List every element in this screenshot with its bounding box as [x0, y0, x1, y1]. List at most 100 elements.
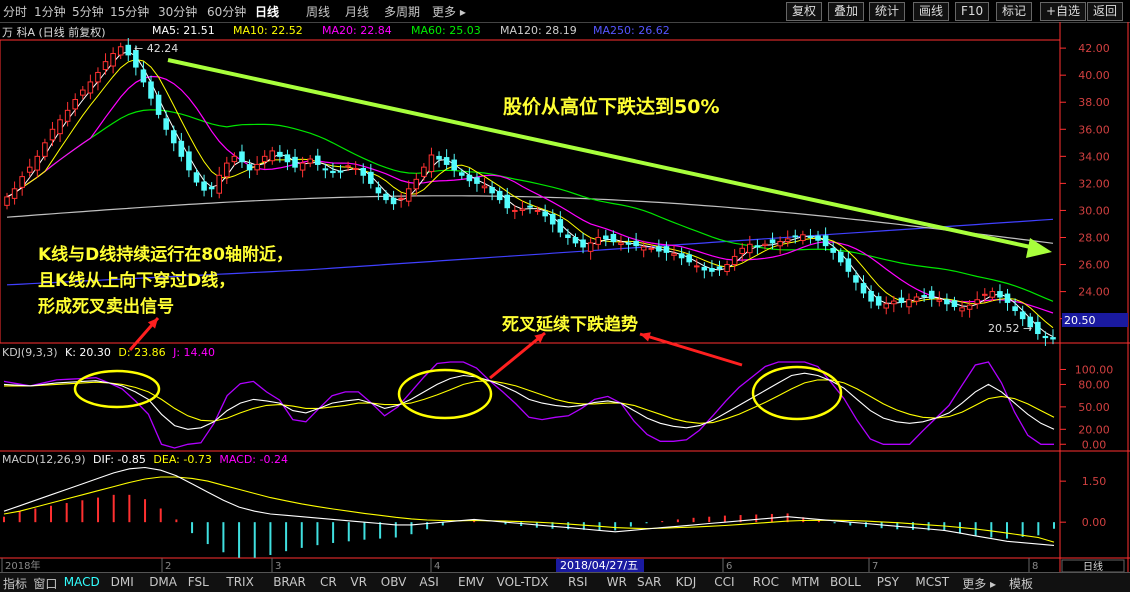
candle-body-45 — [345, 165, 351, 168]
period-tab-6[interactable]: 日线 — [255, 5, 280, 19]
indicator-tab-11[interactable]: ASI — [419, 575, 439, 589]
kdj-tick-label-0: 100.00 — [1075, 363, 1114, 376]
candle-body-58 — [443, 157, 450, 165]
candle-body-138 — [1050, 337, 1056, 340]
indicator-tab-15[interactable]: WR — [606, 575, 627, 589]
indicator-tab-9[interactable]: VR — [350, 575, 367, 589]
candle-body-3 — [26, 166, 33, 173]
date-cursor-box — [556, 559, 644, 572]
month-label-1: 2 — [165, 561, 171, 572]
toolbar-button-6[interactable]: +自选 — [1040, 2, 1087, 21]
candle-body-65 — [496, 190, 503, 201]
candle-body-46 — [352, 168, 359, 171]
ma250-value: MA250: 26.62 — [593, 24, 670, 37]
candle-body-127 — [966, 304, 973, 310]
indicator-tab-0[interactable]: 指标 — [3, 577, 28, 591]
indicator-tab-20[interactable]: MTM — [791, 575, 820, 589]
current-price-label: 20.50 — [1064, 314, 1096, 327]
indicator-tab-8[interactable]: CR — [320, 575, 337, 589]
candle-body-60 — [459, 172, 465, 176]
indicator-tab-7[interactable]: BRAR — [273, 575, 306, 589]
toolbar-button-5[interactable]: 标记 — [996, 2, 1033, 21]
macd-dif-line — [3, 466, 1055, 546]
indicator-tab-10[interactable]: OBV — [380, 575, 407, 589]
candle-body-5 — [42, 142, 48, 157]
toolbar-button-2[interactable]: 统计 — [869, 2, 906, 21]
period-tab-5[interactable]: 60分钟 — [207, 5, 247, 19]
candle-body-134 — [1019, 311, 1026, 320]
candle-body-80 — [610, 233, 617, 243]
kdj-tick-label-1: 80.00 — [1078, 378, 1110, 391]
indicator-tab-24[interactable]: 更多 ▸ — [962, 577, 997, 591]
indicator-tab-6[interactable]: TRIX — [226, 575, 254, 589]
candle-body-112 — [853, 275, 859, 283]
candle-body-0 — [4, 196, 10, 206]
period-tab-8[interactable]: 月线 — [345, 5, 370, 19]
candle-body-78 — [595, 236, 601, 245]
indicator-tab-22[interactable]: PSY — [876, 575, 899, 589]
candle-body-94 — [716, 266, 723, 270]
month-label-0: 2018年 — [5, 559, 40, 572]
period-tab-2[interactable]: 5分钟 — [72, 5, 104, 19]
indicator-tab-21[interactable]: BOLL — [830, 575, 861, 589]
candle-body-4 — [34, 155, 41, 171]
price-tick-label-3: 36.00 — [1078, 123, 1110, 136]
candle-body-22 — [170, 130, 177, 144]
candle-body-116 — [883, 303, 890, 309]
indicator-tab-12[interactable]: EMV — [458, 575, 485, 589]
candle-body-20 — [155, 94, 162, 115]
annotation-drop: 股价从高位下跌达到50% — [503, 96, 720, 118]
indicator-tab-18[interactable]: CCI — [714, 575, 735, 589]
month-label-7: 8 — [1032, 561, 1038, 572]
indicator-tab-1[interactable]: 窗口 — [33, 577, 58, 591]
indicator-tab-5[interactable]: FSL — [187, 575, 209, 589]
candle-body-105 — [800, 234, 806, 242]
indicator-tab-2[interactable]: MACD — [63, 575, 100, 589]
candle-body-121 — [921, 295, 927, 298]
candle-body-23 — [178, 140, 185, 157]
candle-body-97 — [739, 247, 746, 255]
indicator-tab-17[interactable]: KDJ — [675, 575, 697, 589]
ma120-line — [6, 195, 1054, 244]
candle-body-103 — [784, 238, 791, 243]
toolbar-button-7[interactable]: 返回 — [1087, 2, 1124, 21]
period-tab-7[interactable]: 周线 — [306, 5, 331, 19]
macd-tick-label-0: 1.50 — [1082, 475, 1107, 488]
indicator-tab-25[interactable]: 模板 — [1009, 577, 1034, 591]
annotation-kd-line1: K线与D线持续运行在80轴附近， — [38, 245, 293, 265]
indicator-tab-23[interactable]: MCST — [915, 575, 950, 589]
candle-body-67 — [512, 209, 518, 212]
indicator-tab-19[interactable]: ROC — [752, 575, 779, 589]
candle-body-18 — [140, 69, 147, 83]
indicator-tab-3[interactable]: DMI — [110, 575, 134, 589]
toolbar-button-4[interactable]: F10 — [955, 2, 990, 21]
period-tab-9[interactable]: 多周期 — [384, 5, 421, 19]
candle-body-95 — [724, 264, 730, 273]
period-tab-3[interactable]: 15分钟 — [110, 5, 150, 19]
candle-body-17 — [133, 49, 139, 68]
period-tab-10[interactable]: 更多 ▸ — [432, 5, 466, 19]
candle-body-14 — [110, 53, 116, 67]
indicator-tab-13[interactable]: VOL-TDX — [496, 575, 549, 589]
toolbar-button-1[interactable]: 叠加 — [828, 2, 865, 21]
kdj-d-line — [4, 379, 1055, 424]
candle-body-41 — [314, 155, 321, 165]
candle-body-35 — [269, 150, 276, 162]
indicator-tab-4[interactable]: DMA — [149, 575, 177, 589]
candle-body-115 — [875, 296, 882, 306]
period-tab-1[interactable]: 1分钟 — [34, 5, 66, 19]
indicator-tab-14[interactable]: RSI — [568, 575, 588, 589]
candle-body-26 — [201, 181, 207, 191]
period-tab-4[interactable]: 30分钟 — [158, 5, 198, 19]
toolbar-button-0[interactable]: 复权 — [786, 2, 823, 21]
indicator-tab-16[interactable]: SAR — [637, 575, 662, 589]
toolbar-button-3[interactable]: 画线 — [913, 2, 950, 21]
month-label-3: 4 — [434, 561, 440, 572]
price-tick-label-4: 34.00 — [1078, 150, 1110, 163]
candle-body-69 — [527, 205, 533, 208]
candle-body-123 — [936, 299, 943, 302]
candle-body-19 — [148, 81, 154, 99]
candle-body-47 — [360, 168, 367, 176]
period-tab-0[interactable]: 分时 — [3, 5, 28, 19]
macd-name: MACD(12,26,9) — [2, 453, 86, 466]
